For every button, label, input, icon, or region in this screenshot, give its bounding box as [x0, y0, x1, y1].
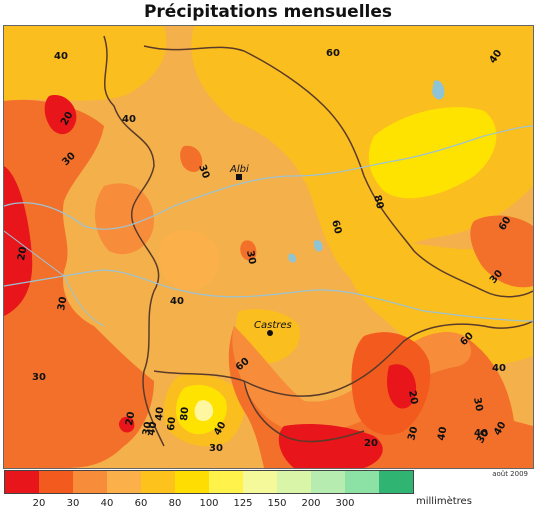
department-border-west	[103, 35, 165, 447]
contour-label: 80	[179, 406, 191, 421]
contour-label: 60	[326, 48, 340, 59]
band-30-40-east	[470, 215, 533, 288]
albi-square-marker	[236, 174, 242, 180]
legend-swatch	[243, 471, 277, 493]
precipitation-map: 40 60 40 20 40 30 60 80 30 20 30 60 30 4…	[3, 25, 534, 469]
band-60-80-north-east	[191, 26, 533, 281]
department-border-south	[153, 320, 533, 397]
legend-tick-label: 80	[168, 498, 182, 509]
legend-swatch	[209, 471, 243, 493]
contour-label: 30	[141, 421, 154, 437]
band-below-20-south	[278, 424, 383, 468]
lake-center	[313, 240, 323, 252]
lake-center-small	[288, 253, 297, 263]
castres-circle-marker	[267, 330, 273, 336]
band-30-40-center-pocket	[240, 240, 257, 261]
contour-label: 40	[492, 363, 506, 374]
contour-label: 40	[154, 406, 166, 421]
river-north	[4, 125, 533, 230]
contour-label: 30	[244, 250, 257, 266]
legend-swatch	[175, 471, 209, 493]
contour-label: 20	[16, 246, 29, 262]
map-canvas: 40 60 40 20 40 30 60 80 30 20 30 60 30 4…	[4, 26, 533, 468]
contour-label: 20	[406, 390, 419, 406]
legend-swatch	[39, 471, 73, 493]
contour-label: 40	[436, 426, 449, 442]
legend-tick-label: 300	[335, 498, 355, 509]
legend-swatch	[345, 471, 379, 493]
contour-label: 80	[371, 194, 385, 210]
city-label-castres: Castres	[254, 320, 292, 331]
contour-label: 30	[471, 397, 484, 413]
contour-label: 30	[32, 372, 46, 383]
department-border-north	[143, 45, 533, 298]
contour-label: 30	[406, 425, 420, 441]
contour-label: 30	[196, 163, 211, 180]
river-west	[4, 230, 105, 327]
contour-label: 20	[364, 438, 378, 449]
legend-unit: millimètres	[416, 496, 472, 507]
band-30-40-west	[4, 99, 154, 468]
band-30-40-albi-north	[180, 145, 203, 172]
legend-swatch	[277, 471, 311, 493]
date-note: août 2009	[492, 470, 528, 478]
legend-swatch	[5, 471, 39, 493]
legend-tick-label: 30	[66, 498, 80, 509]
lake-north-east	[432, 80, 445, 100]
legend-tick-label: 150	[267, 498, 287, 509]
legend-color-bar	[4, 470, 414, 494]
band-60-80-north-west	[4, 26, 167, 101]
city-label-albi: Albi	[229, 164, 249, 175]
legend-swatch	[107, 471, 141, 493]
river-center	[4, 269, 533, 322]
legend-swatch	[141, 471, 175, 493]
contour-label: 40	[54, 51, 68, 62]
legend-tick-labels: 20 30 40 60 80 100 125 150 200 300	[0, 498, 536, 512]
contour-label: 40	[474, 428, 488, 439]
legend-swatch	[73, 471, 107, 493]
band-below-20-east-south	[387, 364, 417, 409]
map-title: Précipitations mensuelles	[143, 2, 393, 22]
contour-label: 30	[56, 296, 69, 312]
band-30-40-east-pocket	[455, 379, 495, 419]
contour-label: 40	[146, 421, 159, 437]
contour-label: 60	[329, 219, 343, 235]
contour-label: 40	[122, 114, 136, 125]
band-20-30-northwest	[44, 95, 77, 135]
legend-tick-label: 40	[100, 498, 114, 509]
legend-tick-label: 100	[199, 498, 219, 509]
legend-tick-label: 60	[134, 498, 148, 509]
contour-label: 20	[124, 411, 137, 427]
legend-tick-label: 200	[301, 498, 321, 509]
legend-swatch	[311, 471, 345, 493]
legend-swatch	[379, 471, 413, 493]
contour-label: 60	[166, 416, 178, 431]
band-100-125-south	[194, 400, 214, 421]
contour-label: 40	[170, 296, 184, 307]
legend-tick-label: 20	[32, 498, 46, 509]
band-40-60-center	[158, 230, 220, 291]
legend-tick-label: 125	[233, 498, 253, 509]
contour-label: 30	[209, 443, 223, 454]
department-border-south-east	[243, 380, 365, 443]
band-below-20-south-pocket	[118, 416, 135, 433]
